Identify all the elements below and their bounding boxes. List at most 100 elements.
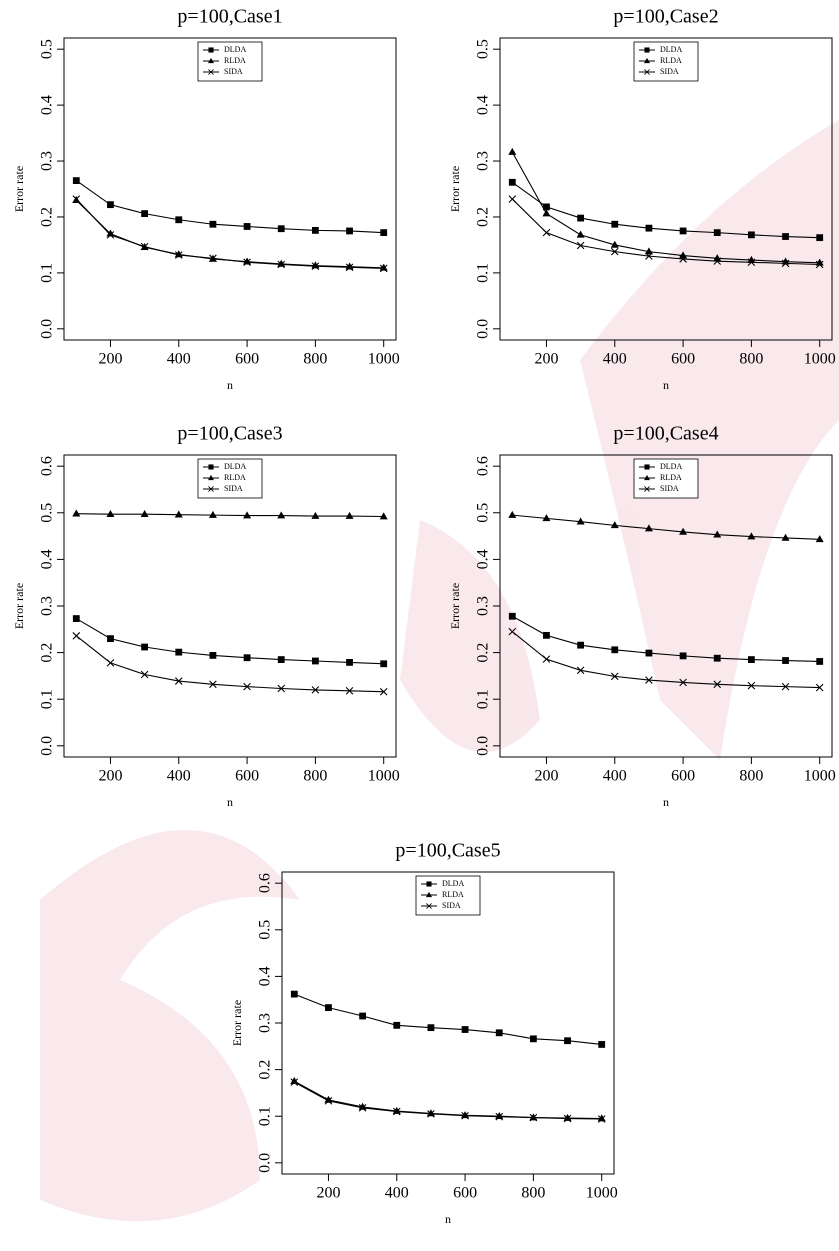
marker [781,533,790,541]
y-tick-label: 0.6 [39,456,56,476]
marker [461,1111,469,1120]
marker [679,678,687,687]
marker [597,1115,606,1123]
marker [508,195,517,203]
marker [379,263,388,271]
y-tick-label: 0.1 [475,689,492,709]
y-axis-label: Error rate [12,166,26,212]
series-line [511,151,820,264]
marker [379,264,388,273]
legend-label: SIDA [224,484,243,493]
x-tick-label: 400 [603,351,627,368]
x-tick-label: 1000 [804,351,836,368]
x-tick-label: 1000 [368,768,400,785]
marker [243,682,251,691]
legend-label: DLDA [442,879,464,888]
marker [209,652,217,659]
marker [345,687,354,695]
legend: DLDA RLDA SIDA [415,875,481,916]
legend-label: RLDA [224,56,246,65]
marker [644,247,653,255]
marker [311,261,320,269]
y-tick-label: 0.1 [257,1106,274,1126]
marker [542,209,551,217]
y-axis-label: Error rate [12,583,26,629]
marker [816,658,824,665]
marker [208,510,217,518]
legend: DLDA RLDA SIDA [197,41,263,82]
y-tick-label: 0.5 [475,503,492,523]
y-tick-label: 0.2 [39,207,56,227]
x-tick-label: 800 [521,1185,545,1202]
x-axis-label: n [663,378,669,392]
y-tick-label: 0.3 [257,1013,274,1033]
x-tick-label: 400 [603,768,627,785]
y-tick-label: 0.4 [475,95,492,115]
watermark [40,120,839,1222]
marker [209,254,217,263]
marker [508,612,516,620]
marker [645,676,653,684]
marker [311,262,320,270]
marker [358,1104,367,1112]
marker [311,226,319,234]
y-tick-label: 0.0 [257,1153,274,1173]
marker [529,1035,537,1043]
x-tick-label: 800 [739,351,763,368]
marker [543,631,550,639]
marker [563,1113,572,1121]
marker [311,657,319,665]
y-tick-label: 0.0 [475,319,492,339]
y-axis-label: Error rate [448,583,462,629]
legend-label: RLDA [660,473,682,482]
y-tick-label: 0.3 [39,151,56,171]
plot-frame [63,37,397,341]
marker [747,231,755,239]
marker [346,227,353,235]
y-tick-label: 0.6 [475,456,492,476]
marker [209,220,217,228]
marker [508,627,517,636]
panel: p=100,Case5 0.0 0.1 0.2 0.3 0.4 0.5 0.6 200 400 60… [230,840,618,1226]
marker [311,511,320,519]
legend-marker [208,474,214,481]
series-line [511,181,820,239]
legend-marker [208,57,214,64]
marker [345,262,354,270]
marker [106,509,115,517]
marker [380,229,388,237]
plot-frame [499,37,833,341]
x-tick-label: 600 [671,351,695,368]
marker [311,686,320,694]
marker [141,643,149,651]
marker [277,225,285,233]
marker [380,660,388,668]
marker [782,657,789,664]
marker [781,682,790,691]
x-tick-label: 200 [534,768,558,785]
marker [427,1110,435,1118]
marker [529,1113,538,1122]
marker [290,1077,299,1085]
panel: p=100,Case1 0.0 0.1 0.2 0.3 0.4 0.5 200 400 600 80… [12,6,400,392]
marker [243,223,251,230]
legend-label: RLDA [442,890,464,899]
y-axis-label: Error rate [448,166,462,212]
series-line [76,513,384,518]
marker [781,257,790,265]
marker [815,535,824,543]
chart-title: p=100,Case4 [613,423,718,445]
legend-label: DLDA [224,462,246,471]
legend-label: DLDA [224,45,246,54]
marker [597,1114,606,1122]
x-tick-label: 600 [235,351,259,368]
y-tick-label: 0.5 [475,39,492,59]
legend-marker [644,47,650,53]
chart-title: p=100,Case1 [177,6,282,28]
marker [495,1029,503,1037]
marker [508,510,517,518]
marker [679,255,687,263]
series-line [75,198,384,269]
y-tick-label: 0.1 [39,263,56,283]
marker [563,1114,572,1123]
